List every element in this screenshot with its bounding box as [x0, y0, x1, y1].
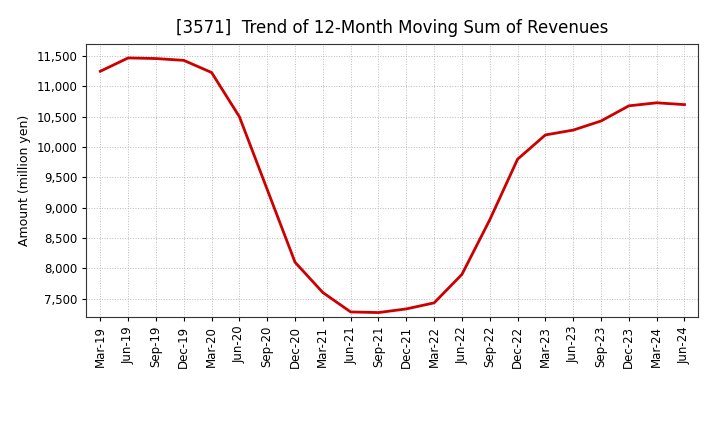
Title: [3571]  Trend of 12-Month Moving Sum of Revenues: [3571] Trend of 12-Month Moving Sum of R… — [176, 19, 608, 37]
Y-axis label: Amount (million yen): Amount (million yen) — [18, 115, 31, 246]
